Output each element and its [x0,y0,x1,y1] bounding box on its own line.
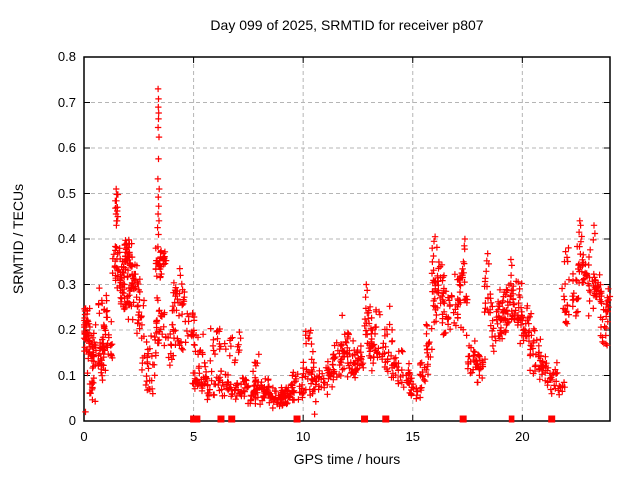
zero-marker [548,415,556,423]
y-tick-label: 0.8 [57,49,76,64]
y-tick-label: 0.4 [57,231,76,246]
x-axis-label: GPS time / hours [293,451,401,467]
zero-marker [382,415,390,423]
y-tick-label: 0.7 [57,94,76,110]
x-tick-label: 0 [80,429,88,444]
x-tick-label: 15 [405,429,420,444]
x-tick-label: 5 [189,429,198,444]
y-tick-label: 0.1 [57,367,76,383]
zero-marker [361,415,369,423]
y-tick-label: 0.5 [57,185,76,201]
zero-marker [193,415,201,423]
y-tick-label: 0.2 [57,322,76,337]
y-tick-label: 0 [68,413,76,428]
scatter-points [80,85,614,418]
chart-title: Day 099 of 2025, SRMTID for receiver p80… [210,17,484,33]
x-tick-label: 20 [515,429,530,444]
zero-marker [217,415,225,423]
zero-marker [459,415,467,423]
y-tick-label: 0.6 [57,140,76,155]
y-tick-label: 0.3 [57,276,76,292]
zero-marker-thin [508,415,512,423]
x-tick-label: 10 [295,429,311,444]
zero-marker [228,415,236,423]
zero-marker [293,415,301,423]
y-axis-label: SRMTID / TECUs [10,183,26,295]
zero-marker-thin [511,415,515,423]
